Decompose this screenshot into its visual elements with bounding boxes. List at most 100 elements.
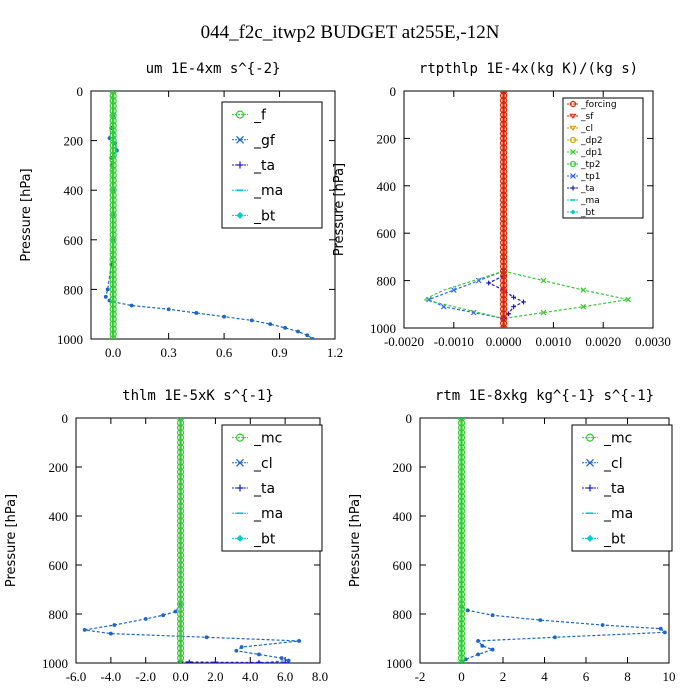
series-line-ta — [487, 275, 525, 319]
series-marker — [457, 595, 466, 603]
x-tick-label: 6 — [583, 669, 590, 684]
y-tick-label: 600 — [393, 558, 413, 573]
series-marker — [457, 419, 466, 427]
series-marker — [457, 536, 466, 545]
series-marker — [222, 314, 227, 319]
series-marker — [457, 531, 466, 540]
x-tick-label: 10 — [663, 669, 676, 684]
series-marker — [500, 144, 508, 152]
series-marker — [176, 418, 185, 422]
series-marker — [186, 659, 192, 663]
y-tick-label: 600 — [377, 226, 397, 241]
series-marker — [490, 647, 495, 652]
series-marker — [500, 310, 508, 318]
series-marker — [500, 115, 508, 124]
legend-marker — [569, 113, 577, 119]
series-marker — [476, 652, 481, 657]
series-marker — [109, 211, 117, 219]
series-marker — [500, 295, 508, 304]
series-marker — [176, 546, 185, 554]
series-marker — [457, 492, 466, 500]
series-marker — [176, 595, 185, 603]
series-marker — [457, 659, 466, 663]
panel-title: rtpthlp 1E-4x(kg K)/(kg s) — [419, 61, 638, 77]
legend-label: _bt — [253, 208, 276, 224]
series-marker — [176, 585, 185, 594]
series-marker — [457, 620, 466, 628]
series-marker — [552, 635, 557, 640]
legend-marker — [236, 458, 244, 467]
series-marker — [109, 146, 117, 155]
legend-label: _dp1 — [580, 148, 603, 158]
series-marker — [176, 634, 185, 643]
series-marker — [176, 590, 185, 599]
x-tick-label: -2 — [415, 669, 426, 684]
x-tick-label: 0.0 — [105, 345, 121, 360]
series-marker — [457, 541, 466, 550]
series-marker — [476, 639, 481, 643]
series-marker — [249, 318, 254, 323]
legend-label: _ta — [253, 158, 275, 174]
series-marker — [457, 434, 466, 442]
x-tick-label: 4.0 — [242, 669, 258, 684]
series-marker — [457, 654, 466, 662]
legend-marker — [570, 185, 576, 191]
series-marker — [176, 561, 185, 569]
legend-marker — [236, 534, 244, 542]
series-line-tp1 — [427, 91, 505, 320]
legend-label: _gf — [253, 133, 276, 149]
series-marker — [500, 319, 508, 327]
legend-label: _ma — [253, 506, 283, 522]
series-marker — [109, 166, 117, 174]
legend-label: _ma — [580, 196, 600, 206]
series-marker — [500, 153, 508, 161]
series-marker — [500, 149, 508, 157]
series-marker — [109, 92, 117, 100]
series-marker — [109, 270, 117, 279]
series-marker — [457, 556, 466, 564]
series-marker — [176, 536, 185, 545]
series-marker — [658, 626, 663, 631]
series-marker — [176, 541, 185, 550]
series-marker — [457, 522, 466, 530]
series-marker — [500, 106, 508, 114]
y-tick-label: 800 — [377, 274, 397, 289]
panel-title: rtm 1E-8xkg kg^{-1} s^{-1} — [435, 388, 654, 404]
series-marker — [176, 615, 185, 623]
series-marker — [176, 527, 185, 535]
series-marker — [256, 660, 262, 663]
series-marker — [500, 215, 508, 223]
x-tick-label: 8 — [624, 669, 631, 684]
series-marker — [457, 438, 466, 447]
series-marker — [500, 163, 508, 171]
series-marker — [457, 605, 466, 613]
series-marker — [176, 649, 185, 657]
series-marker — [103, 294, 108, 299]
legend-marker — [236, 135, 244, 144]
series-marker — [500, 92, 508, 100]
series-marker — [112, 623, 117, 627]
series-marker — [176, 551, 185, 559]
series-marker — [176, 468, 185, 476]
x-tick-label: -0.0010 — [434, 334, 474, 349]
series-marker — [457, 418, 466, 422]
series-marker — [109, 221, 117, 229]
legend: _f _gf _ta _ma _bt — [221, 101, 323, 229]
panel-rtm: rtm 1E-8xkg kg^{-1} s^{-1} Pressure [hPa]… — [348, 388, 676, 684]
series-marker — [109, 280, 117, 289]
series-line-tp2 — [422, 270, 504, 320]
series-marker — [109, 156, 117, 165]
series-marker — [109, 285, 117, 293]
legend-marker — [570, 173, 576, 179]
x-tick-label: 4 — [541, 669, 548, 684]
series-marker — [457, 634, 466, 643]
series-marker — [500, 267, 508, 275]
legend-marker — [570, 209, 576, 215]
series-marker — [176, 453, 185, 461]
y-tick-label: 1000 — [42, 656, 68, 671]
series-group — [422, 91, 631, 328]
series-marker — [500, 305, 508, 313]
series-marker — [109, 201, 117, 209]
series-marker — [109, 275, 117, 284]
legend-label: _tp1 — [580, 172, 600, 182]
